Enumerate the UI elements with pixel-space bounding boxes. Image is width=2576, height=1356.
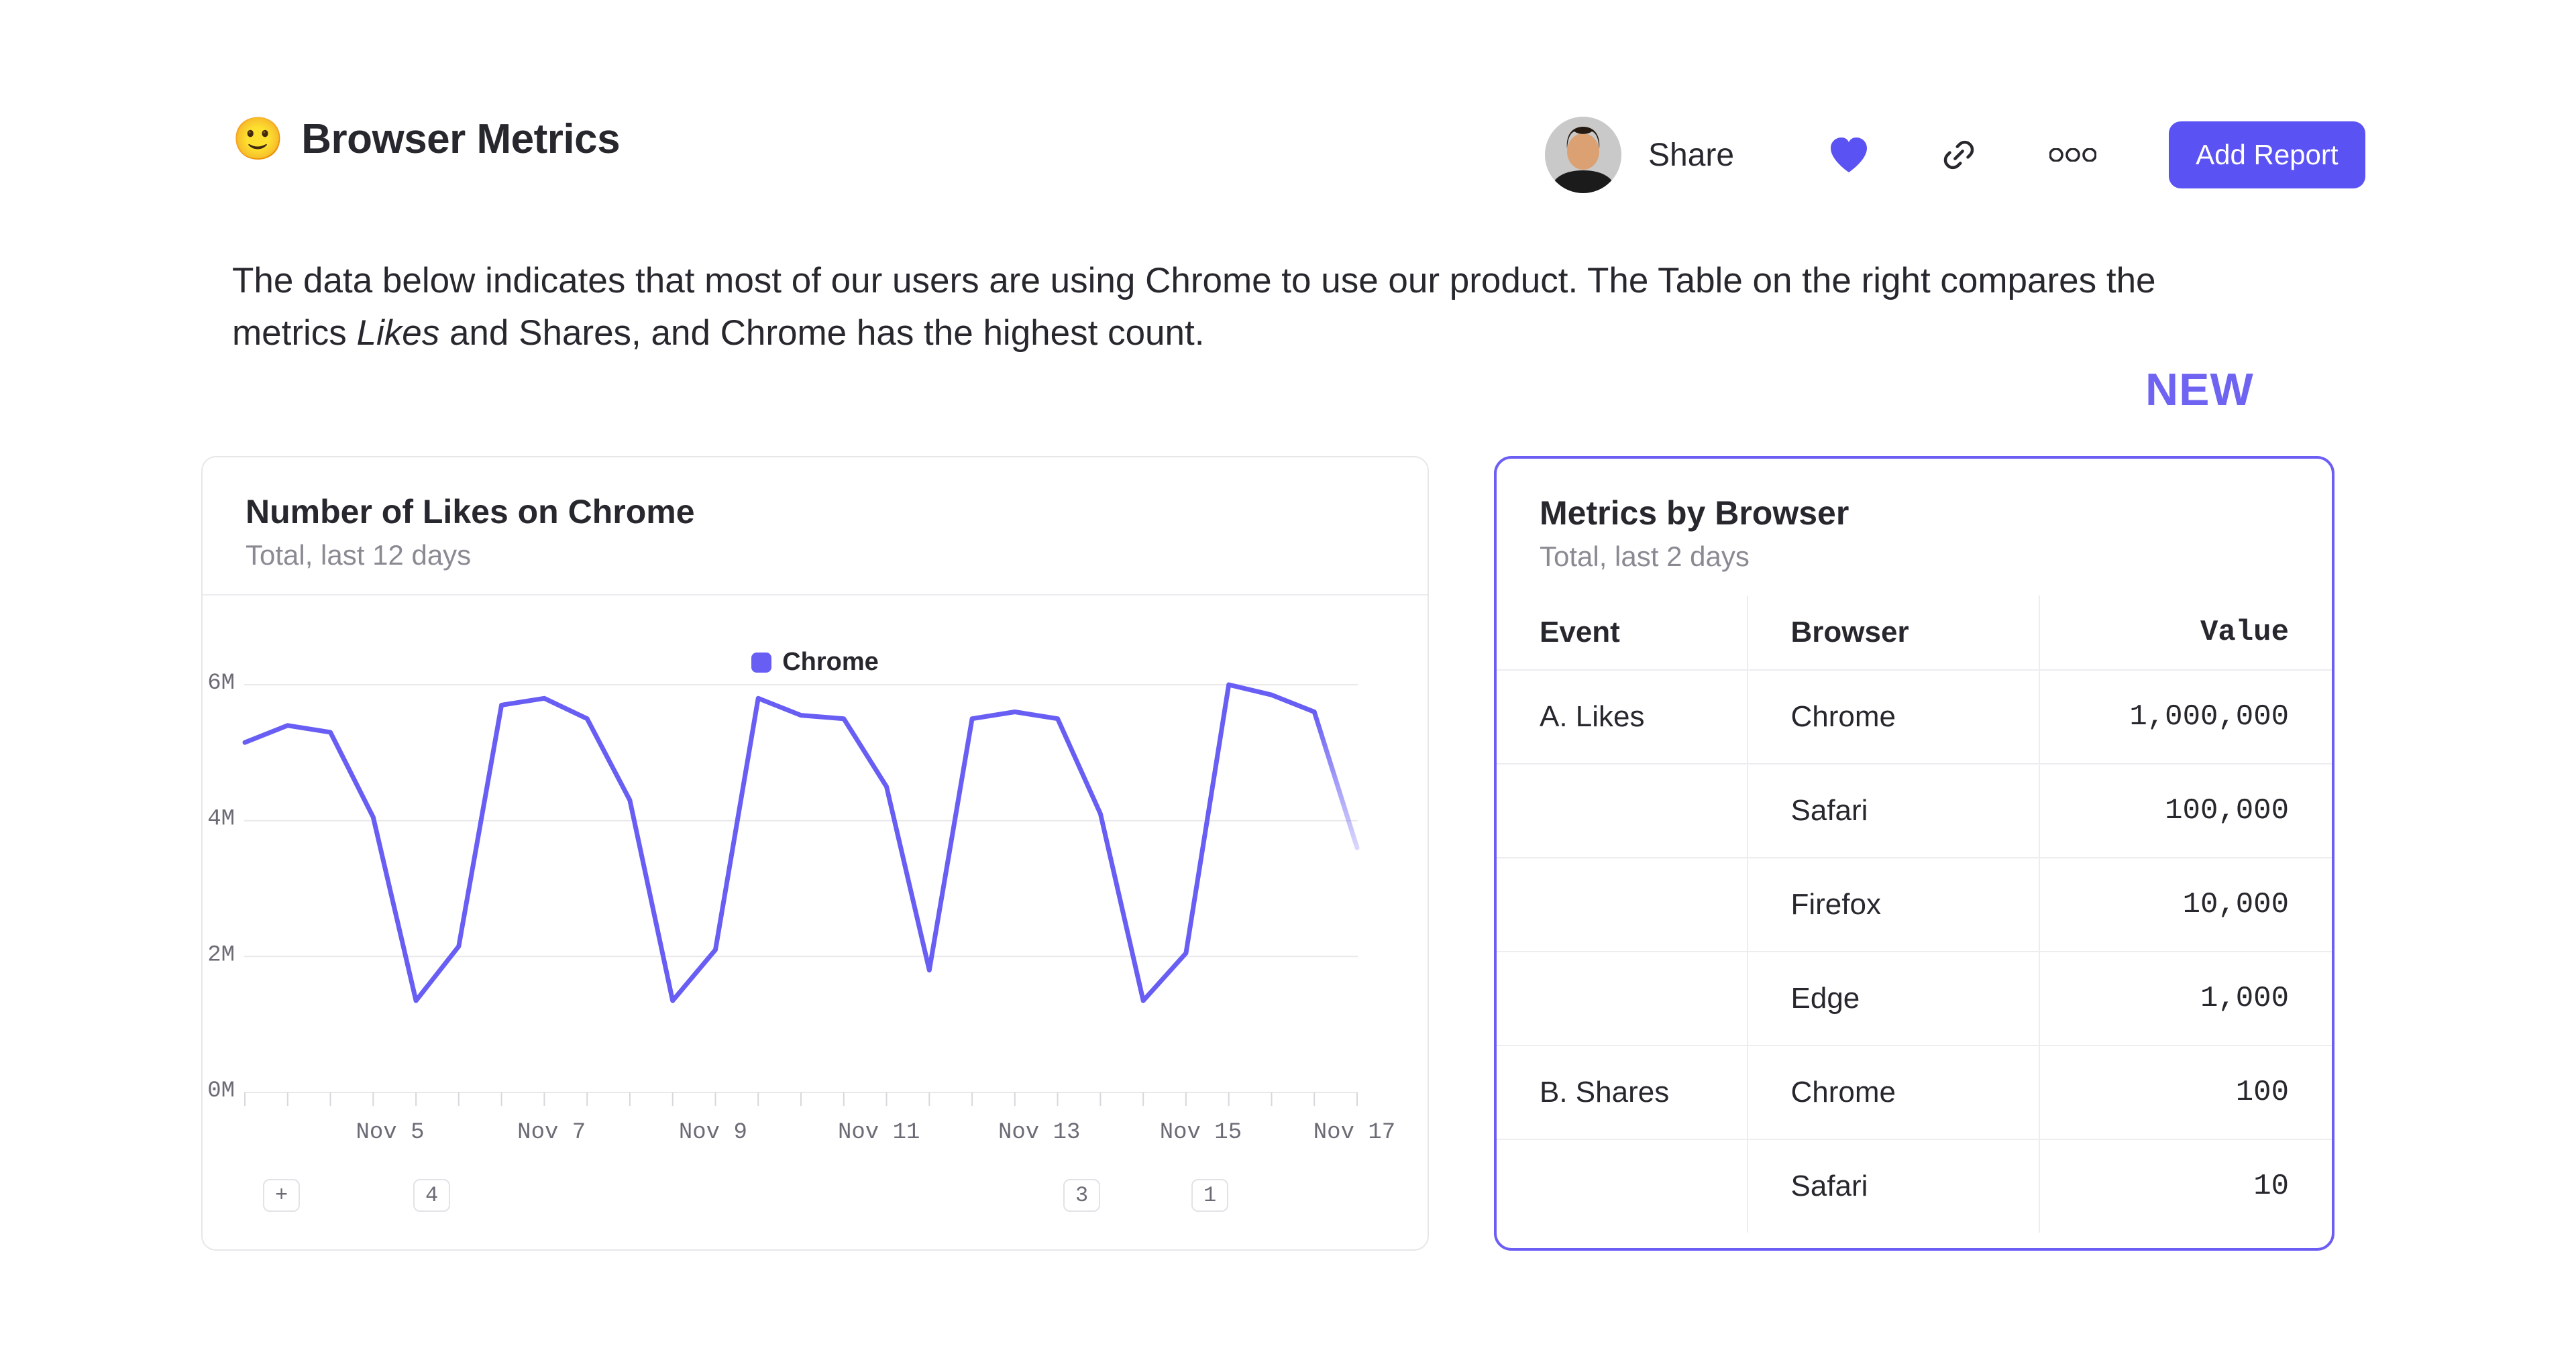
svg-text:2M: 2M <box>207 942 235 968</box>
svg-text:0M: 0M <box>207 1078 235 1104</box>
svg-text:Nov 7: Nov 7 <box>517 1120 586 1145</box>
svg-text:Nov 13: Nov 13 <box>998 1120 1080 1145</box>
svg-text:Nov 5: Nov 5 <box>356 1120 424 1145</box>
svg-text:Nov 11: Nov 11 <box>838 1120 920 1145</box>
svg-text:Nov 9: Nov 9 <box>679 1120 747 1145</box>
svg-text:Nov 17: Nov 17 <box>1313 1120 1395 1145</box>
svg-text:Nov 15: Nov 15 <box>1160 1120 1242 1145</box>
svg-text:6M: 6M <box>207 671 235 696</box>
svg-text:4M: 4M <box>207 807 235 832</box>
